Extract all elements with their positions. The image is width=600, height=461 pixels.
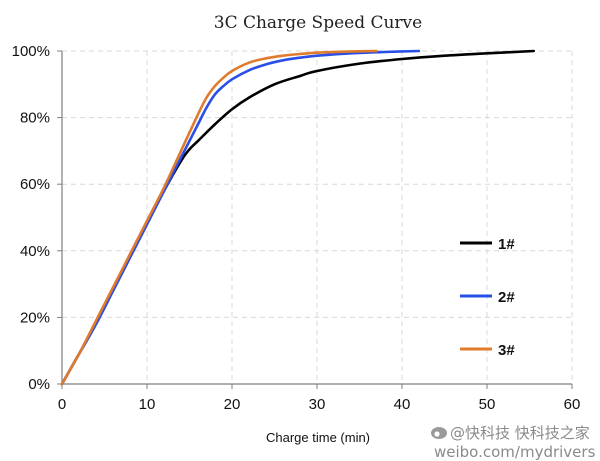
watermark: @快科技 快科技之家 weibo.com/mydrivers (431, 424, 596, 461)
x-tick-label: 30 (309, 396, 326, 413)
x-tick-label: 0 (58, 396, 66, 413)
chart-title: 3C Charge Speed Curve (214, 13, 422, 33)
watermark-line-2: weibo.com/mydrivers (434, 443, 596, 461)
weibo-logo-icon (431, 427, 447, 439)
grid-lines (62, 50, 573, 384)
y-tick-label: 0% (28, 376, 50, 393)
y-tick-label: 20% (20, 309, 50, 326)
legend: 1# 2# 3# (460, 236, 515, 359)
watermark-line-1: @快科技 快科技之家 (450, 424, 590, 442)
x-tick-label: 10 (139, 396, 156, 413)
tick-labels: 0 10 20 30 40 50 60 0% 20% 40% 60% 80% 100% (12, 43, 581, 413)
series-line-1 (60, 49, 536, 386)
x-tick-label: 40 (394, 396, 411, 413)
legend-label-3: 3# (498, 342, 515, 359)
x-tick-label: 50 (479, 396, 496, 413)
y-tick-label: 40% (20, 243, 50, 260)
y-tick-label: 60% (20, 176, 50, 193)
series-line-3 (60, 49, 378, 386)
x-tick-label: 20 (224, 396, 241, 413)
x-tick-label: 60 (564, 396, 581, 413)
axes (57, 50, 573, 389)
x-axis-label: Charge time (min) (266, 430, 370, 445)
series-lines (60, 49, 536, 386)
y-tick-label: 80% (20, 110, 50, 127)
y-tick-label: 100% (12, 43, 50, 60)
legend-label-2: 2# (498, 289, 515, 306)
legend-label-1: 1# (498, 236, 515, 253)
series-line-2 (60, 49, 421, 386)
